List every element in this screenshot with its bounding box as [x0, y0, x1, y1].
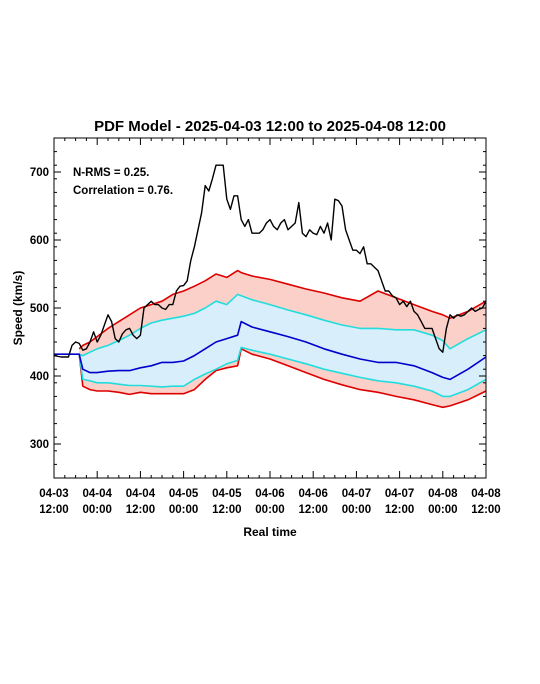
correlation-annotation: Correlation = 0.76. [73, 185, 173, 197]
x-tick-label-time: 12:00 [471, 504, 500, 516]
plot-area [53, 164, 487, 409]
y-tick-label: 400 [30, 371, 49, 383]
x-tick-label-date: 04-05 [169, 488, 199, 500]
x-tick-label-time: 00:00 [342, 504, 371, 516]
axis-ticks: 300 400 500 600 700 04-03 12:00 04-04 00:00 04-04… [30, 137, 501, 516]
x-tick-label-date: 04-08 [428, 488, 458, 500]
x-tick-label-date: 04-04 [82, 488, 112, 500]
y-axis-label: Speed (km/s) [11, 271, 25, 346]
x-tick-label-time: 12:00 [385, 504, 414, 516]
nrms-annotation: N-RMS = 0.25. [73, 167, 149, 179]
inner-band-fill [79, 294, 486, 397]
x-tick-label-time: 12:00 [126, 504, 155, 516]
x-tick-label-time: 12:00 [298, 504, 327, 516]
chart-title: PDF Model - 2025-04-03 12:00 to 2025-04-… [94, 118, 446, 135]
y-tick-label: 500 [30, 303, 49, 315]
y-tick-label: 700 [30, 167, 49, 179]
inner-lower-line [78, 346, 487, 398]
outer-upper-line [78, 269, 487, 350]
x-axis-label: Real time [243, 525, 297, 539]
outer-lower-line [78, 347, 487, 409]
x-tick-label-date: 04-05 [212, 488, 242, 500]
x-tick-label-time: 00:00 [255, 504, 284, 516]
x-tick-label-time: 00:00 [428, 504, 457, 516]
y-tick-label: 600 [30, 235, 49, 247]
x-tick-label-date: 04-03 [39, 488, 68, 500]
x-tick-label-date: 04-06 [298, 488, 327, 500]
x-tick-label-date: 04-07 [385, 488, 414, 500]
x-tick-label-time: 12:00 [39, 504, 68, 516]
x-tick-label-date: 04-04 [126, 488, 156, 500]
x-tick-label-time: 00:00 [169, 504, 198, 516]
x-tick-label-time: 12:00 [212, 504, 241, 516]
x-tick-label-date: 04-07 [342, 488, 371, 500]
x-tick-label-date: 04-06 [255, 488, 284, 500]
x-tick-label-time: 00:00 [82, 504, 111, 516]
x-tick-label-date: 04-08 [471, 488, 501, 500]
y-tick-label: 300 [30, 439, 49, 451]
observed-line [53, 164, 487, 358]
inner-upper-line [78, 293, 487, 357]
median-line [54, 320, 487, 381]
